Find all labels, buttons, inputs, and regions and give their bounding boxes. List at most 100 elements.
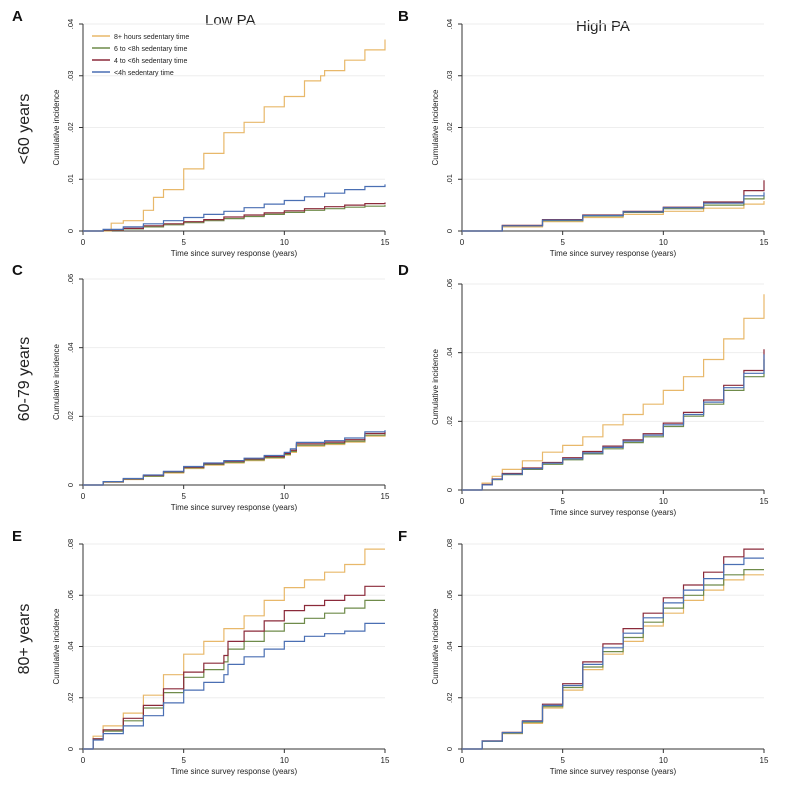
x-tick-label: 10 [659,238,668,247]
x-axis-label: Time since survey response (years) [171,503,298,512]
y-tick-label: .01 [66,174,75,184]
column-title-high-pa: High PA [576,18,630,35]
series-line-1 [83,39,386,232]
y-axis-label: Cumulative incidence [431,348,440,425]
x-tick-label: 15 [381,238,390,247]
panel-f: 0 5 10 15 0 .02 .04 .06 .08 Time since survey res… [431,539,769,776]
x-axis-label: Time since survey response (years) [171,767,298,776]
x-tick-label: 5 [560,756,565,765]
x-tick-label: 10 [280,238,289,247]
series-line-2 [83,599,385,750]
y-tick-label: .04 [66,19,75,29]
y-tick-label: 0 [445,488,454,492]
y-tick-label: .08 [66,539,75,549]
y-tick-label: .02 [445,693,454,703]
y-tick-label: .03 [66,71,75,81]
y-axis-label: Cumulative incidence [431,89,440,166]
series-line-4 [462,557,764,750]
panel-letter-f: F [398,528,408,545]
y-tick-label: .02 [445,416,454,426]
y-tick-label: 0 [66,747,75,751]
x-tick-label: 0 [460,756,465,765]
x-tick-label: 15 [381,492,390,501]
x-axis-label: Time since survey response (years) [171,249,298,258]
legend-label-2: 6 to <8h sedentary time [114,46,187,53]
series-line-2 [462,569,764,750]
panel-letter-e: E [12,528,23,545]
y-tick-label: .01 [445,174,454,184]
x-tick-label: 15 [760,497,769,506]
series-line-3 [83,431,386,486]
x-axis-label: Time since survey response (years) [550,767,677,776]
y-tick-label: .06 [66,590,75,600]
panel-b: 0 5 10 15 0 .01 .02 .03 .04 Time since survey res… [431,19,769,258]
y-axis-label: Cumulative incidence [52,608,61,685]
y-tick-label: .04 [66,641,75,651]
panel-d: 0 5 10 15 0 .02 .04 .06 Time since survey respon… [431,279,769,517]
x-tick-label: 10 [659,756,668,765]
panel-letter-b: B [398,8,409,25]
x-tick-label: 0 [460,497,465,506]
y-tick-label: 0 [445,747,454,751]
panel-a: 0 5 10 15 0 .01 .02 .03 .04 Time since survey res… [52,19,390,258]
y-tick-label: .04 [445,641,454,651]
x-tick-label: 5 [560,238,565,247]
x-tick-label: 5 [181,756,186,765]
y-tick-label: .02 [66,693,75,703]
x-tick-label: 10 [280,756,289,765]
panel-letter-c: C [12,262,23,279]
x-tick-label: 10 [280,492,289,501]
x-tick-label: 5 [181,492,186,501]
y-tick-label: 0 [445,229,454,233]
panel-c: 0 5 10 15 0 .02 .04 .06 Time since survey respon… [52,274,390,512]
x-tick-label: 15 [381,756,390,765]
series-line-4 [83,622,385,750]
panel-letter-a: A [12,8,23,25]
x-tick-label: 15 [760,238,769,247]
x-tick-label: 0 [460,238,465,247]
panel-letter-d: D [398,262,409,279]
y-tick-label: .02 [445,122,454,132]
series-line-4 [83,184,386,232]
panel-e: 0 5 10 15 0 .02 .04 .06 .08 Time since survey res… [52,539,390,776]
x-tick-label: 5 [181,238,186,247]
y-tick-label: .02 [66,411,75,421]
series-line-3 [83,585,385,750]
x-tick-label: 0 [81,756,86,765]
y-tick-label: 0 [66,229,75,233]
series-line-2 [83,433,386,486]
y-tick-label: .06 [445,590,454,600]
y-axis-label: Cumulative incidence [52,343,61,420]
y-tick-label: .08 [445,539,454,549]
y-tick-label: .04 [445,19,454,29]
column-title-low-pa: Low PA [205,12,256,29]
legend-label-1: 8+ hours sedentary time [114,34,189,41]
y-tick-label: .04 [66,342,75,352]
y-tick-label: .02 [66,122,75,132]
series-line-4 [83,430,386,486]
x-axis-label: Time since survey response (years) [550,508,677,517]
legend-label-4: <4h sedentary time [114,70,174,77]
series-line-1 [462,294,765,491]
legend: 8+ hours sedentary time 6 to <8h sedentar… [92,34,189,77]
series-line-3 [83,202,386,232]
series-line-1 [462,574,764,750]
series-line-4 [462,192,765,232]
x-tick-label: 5 [560,497,565,506]
x-axis-label: Time since survey response (years) [550,249,677,258]
x-tick-label: 0 [81,492,86,501]
y-axis-label: Cumulative incidence [52,89,61,166]
legend-label-3: 4 to <6h sedentary time [114,58,187,65]
x-tick-label: 0 [81,238,86,247]
x-tick-label: 15 [760,756,769,765]
y-tick-label: 0 [66,483,75,487]
x-tick-label: 10 [659,497,668,506]
y-tick-label: .04 [445,347,454,357]
y-tick-label: .06 [66,274,75,284]
y-tick-label: .03 [445,71,454,81]
y-tick-label: .06 [445,279,454,289]
series-line-4 [462,354,765,491]
y-axis-label: Cumulative incidence [431,608,440,685]
